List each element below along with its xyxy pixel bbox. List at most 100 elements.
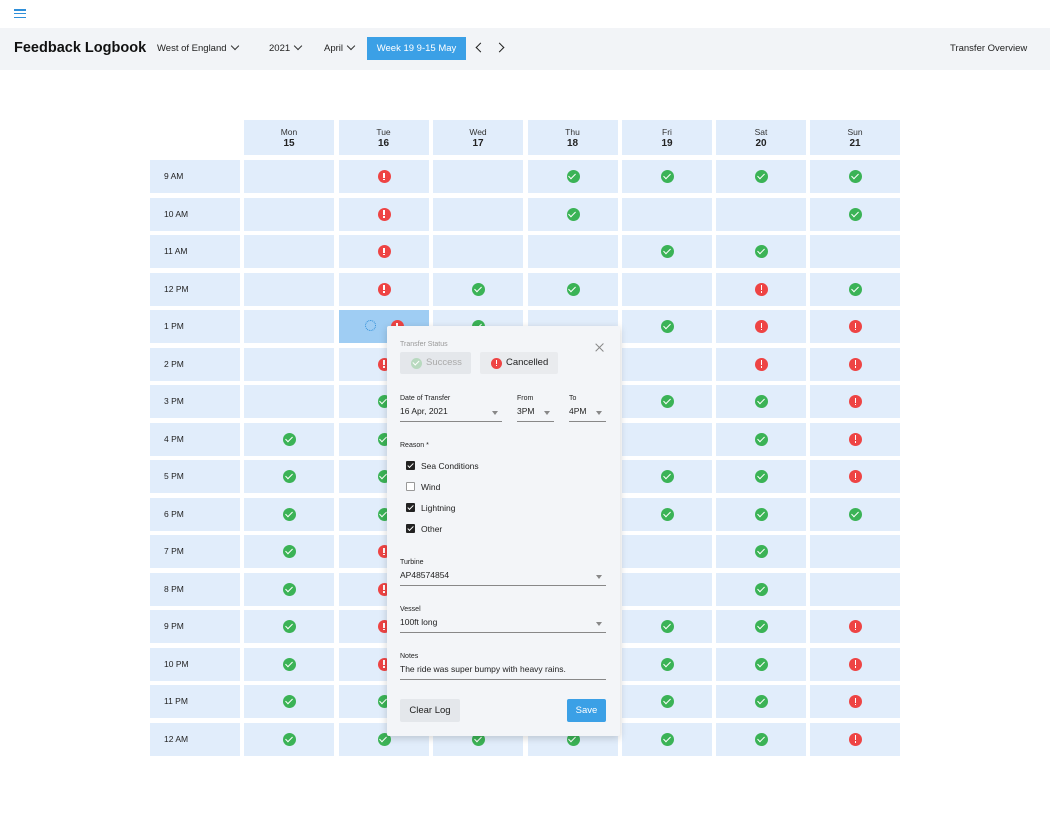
to-value: 4PM xyxy=(569,406,587,416)
schedule-cell[interactable] xyxy=(716,310,806,343)
schedule-cell[interactable] xyxy=(622,160,712,193)
schedule-cell[interactable] xyxy=(810,460,900,493)
schedule-cell[interactable] xyxy=(338,160,429,193)
schedule-cell[interactable] xyxy=(244,160,334,193)
month-dropdown[interactable]: April xyxy=(324,41,356,54)
schedule-cell[interactable] xyxy=(244,460,334,493)
schedule-cell[interactable] xyxy=(338,272,429,306)
schedule-cell[interactable] xyxy=(622,722,712,756)
schedule-cell[interactable] xyxy=(244,310,334,343)
schedule-cell[interactable] xyxy=(716,535,806,568)
schedule-cell[interactable] xyxy=(716,347,806,381)
transfer-overview-link[interactable]: Transfer Overview xyxy=(950,43,1028,54)
schedule-cell[interactable] xyxy=(244,572,334,606)
schedule-cell[interactable] xyxy=(622,347,712,381)
schedule-cell[interactable] xyxy=(527,235,618,268)
date-field[interactable]: 16 Apr, 2021 xyxy=(400,406,502,422)
schedule-cell[interactable] xyxy=(244,385,334,418)
schedule-cell[interactable] xyxy=(810,272,900,306)
schedule-cell[interactable] xyxy=(433,235,523,268)
schedule-cell[interactable] xyxy=(244,722,334,756)
from-select[interactable]: 3PM xyxy=(517,406,554,422)
schedule-cell[interactable] xyxy=(622,535,712,568)
schedule-cell[interactable] xyxy=(716,235,806,268)
checkbox-checked-icon[interactable] xyxy=(406,503,415,512)
schedule-cell[interactable] xyxy=(244,197,334,231)
schedule-cell[interactable] xyxy=(527,197,618,231)
notes-input[interactable]: The ride was super bumpy with heavy rain… xyxy=(400,664,606,680)
schedule-cell[interactable] xyxy=(622,685,712,718)
schedule-cell[interactable] xyxy=(433,160,523,193)
cancelled-toggle-button[interactable]: Cancelled xyxy=(480,352,558,374)
checkbox-checked-icon[interactable] xyxy=(406,524,415,533)
close-icon[interactable] xyxy=(594,342,605,353)
schedule-cell[interactable] xyxy=(716,197,806,231)
vessel-select[interactable]: 100ft long xyxy=(400,617,606,633)
schedule-cell[interactable] xyxy=(810,385,900,418)
schedule-cell[interactable] xyxy=(810,722,900,756)
schedule-cell[interactable] xyxy=(810,647,900,681)
schedule-cell[interactable] xyxy=(716,572,806,606)
schedule-cell[interactable] xyxy=(622,422,712,456)
schedule-cell[interactable] xyxy=(527,272,618,306)
schedule-cell[interactable] xyxy=(810,310,900,343)
schedule-cell[interactable] xyxy=(244,647,334,681)
schedule-cell[interactable] xyxy=(810,610,900,643)
schedule-cell[interactable] xyxy=(622,647,712,681)
checkbox-unchecked-icon[interactable] xyxy=(406,482,415,491)
schedule-cell[interactable] xyxy=(622,235,712,268)
schedule-cell[interactable] xyxy=(244,235,334,268)
schedule-cell[interactable] xyxy=(716,160,806,193)
schedule-cell[interactable] xyxy=(622,572,712,606)
clear-log-button[interactable]: Clear Log xyxy=(400,699,460,722)
region-dropdown[interactable]: West of England xyxy=(157,41,239,54)
schedule-cell[interactable] xyxy=(716,422,806,456)
schedule-cell[interactable] xyxy=(810,347,900,381)
menu-icon[interactable] xyxy=(14,9,26,19)
schedule-cell[interactable] xyxy=(338,197,429,231)
turbine-select[interactable]: AP48574854 xyxy=(400,570,606,586)
schedule-cell[interactable] xyxy=(622,460,712,493)
schedule-cell[interactable] xyxy=(244,347,334,381)
schedule-cell[interactable] xyxy=(244,422,334,456)
schedule-cell[interactable] xyxy=(527,160,618,193)
schedule-cell[interactable] xyxy=(810,160,900,193)
schedule-cell[interactable] xyxy=(716,272,806,306)
schedule-cell[interactable] xyxy=(244,610,334,643)
schedule-cell[interactable] xyxy=(716,497,806,531)
to-select[interactable]: 4PM xyxy=(569,406,606,422)
schedule-cell[interactable] xyxy=(810,197,900,231)
schedule-cell[interactable] xyxy=(622,272,712,306)
schedule-cell[interactable] xyxy=(716,385,806,418)
year-dropdown[interactable]: 2021 xyxy=(269,41,303,54)
schedule-cell[interactable] xyxy=(810,235,900,268)
checkbox-checked-icon[interactable] xyxy=(406,461,415,470)
chevron-right-icon[interactable] xyxy=(494,42,505,53)
schedule-cell[interactable] xyxy=(622,610,712,643)
week-selector-button[interactable]: Week 19 9-15 May xyxy=(367,37,466,60)
schedule-cell[interactable] xyxy=(622,385,712,418)
save-button[interactable]: Save xyxy=(567,699,606,722)
schedule-cell[interactable] xyxy=(716,722,806,756)
schedule-cell[interactable] xyxy=(244,497,334,531)
schedule-cell[interactable] xyxy=(622,197,712,231)
schedule-cell[interactable] xyxy=(433,197,523,231)
schedule-cell[interactable] xyxy=(716,647,806,681)
schedule-cell[interactable] xyxy=(810,685,900,718)
chevron-left-icon[interactable] xyxy=(475,42,486,53)
schedule-cell[interactable] xyxy=(244,272,334,306)
schedule-cell[interactable] xyxy=(622,310,712,343)
schedule-cell[interactable] xyxy=(810,572,900,606)
success-toggle-button[interactable]: Success xyxy=(400,352,471,374)
schedule-cell[interactable] xyxy=(716,460,806,493)
schedule-cell[interactable] xyxy=(244,535,334,568)
schedule-cell[interactable] xyxy=(622,497,712,531)
schedule-cell[interactable] xyxy=(244,685,334,718)
schedule-cell[interactable] xyxy=(716,610,806,643)
schedule-cell[interactable] xyxy=(810,497,900,531)
schedule-cell[interactable] xyxy=(433,272,523,306)
schedule-cell[interactable] xyxy=(338,235,429,268)
schedule-cell[interactable] xyxy=(810,422,900,456)
schedule-cell[interactable] xyxy=(716,685,806,718)
schedule-cell[interactable] xyxy=(810,535,900,568)
